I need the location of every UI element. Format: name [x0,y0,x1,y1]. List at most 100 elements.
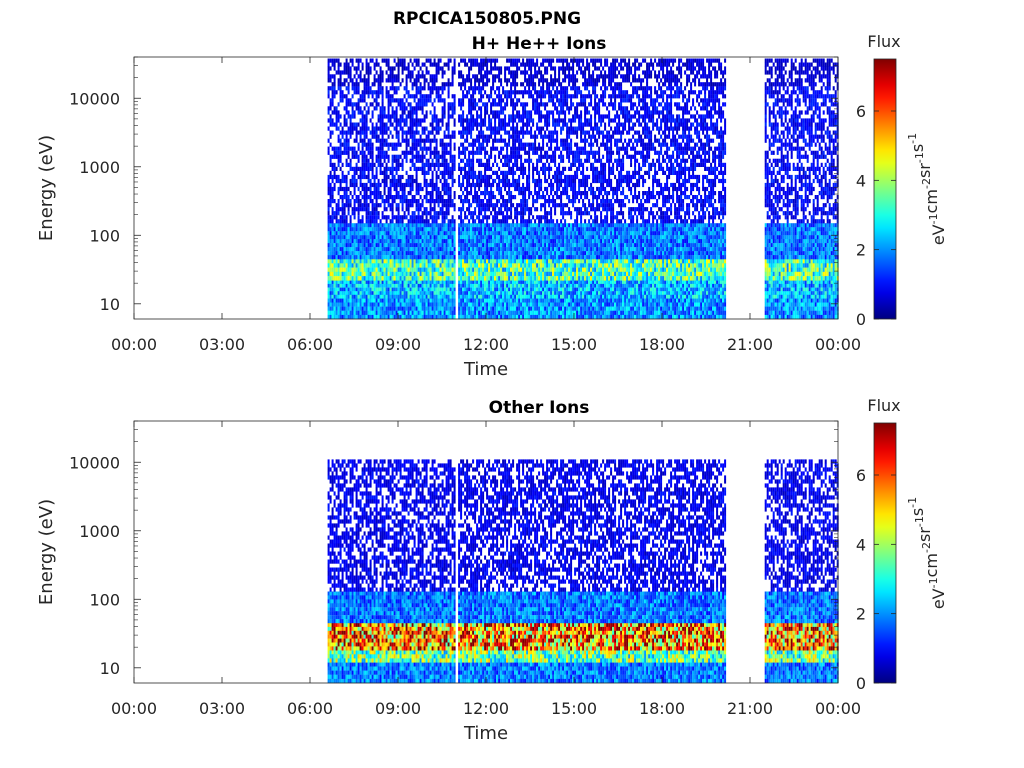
flux-cell [331,162,334,167]
flux-cell [361,267,364,273]
flux-cell [339,178,342,184]
flux-cell [512,70,515,75]
flux-cell [437,243,440,248]
flux-cell [490,203,493,208]
flux-cell [506,271,509,277]
flux-cell [433,146,436,151]
flux-cell [474,271,477,277]
flux-cell [504,247,507,252]
flux-cell [405,98,408,103]
flux-cell [478,280,481,285]
flux-cell [504,215,507,220]
flux-cell [425,271,428,277]
flux-cell [341,211,344,216]
flux-cell [377,78,380,83]
flux-cell [449,191,452,196]
flux-cell [472,102,475,107]
flux-cell [355,227,358,232]
flux-cell [351,223,354,228]
flux-cell [506,283,509,288]
flux-cell [361,287,364,292]
flux-cell [361,122,364,127]
flux-cell [482,251,485,256]
flux-cell [359,247,362,252]
flux-cell [387,223,390,228]
flux-cell [482,280,485,285]
flux-cell [387,146,390,151]
flux-cell [369,70,372,75]
flux-cell [480,231,483,236]
flux-cell [512,235,515,240]
flux-cell [359,78,362,83]
flux-cell [486,199,489,204]
flux-cell [508,287,511,292]
flux-cell [486,58,489,63]
flux-cell [510,166,513,171]
flux-cell [506,267,509,273]
flux-cell [381,70,384,75]
flux-cell [345,62,348,67]
flux-cell [377,134,380,139]
flux-cell [466,306,469,311]
flux-cell [361,255,364,260]
flux-cell [447,211,450,216]
flux-cell [518,283,521,288]
flux-cell [504,170,507,175]
flux-cell [383,276,386,281]
flux-cell [421,70,424,75]
flux-cell [476,178,479,184]
flux-cell [478,223,481,228]
flux-cell [498,86,501,91]
flux-cell [341,243,344,248]
flux-cell [453,298,456,303]
flux-cell [522,170,525,175]
flux-cell [389,130,392,135]
flux-cell [478,86,481,91]
flux-cell [337,82,340,87]
flux-cell [415,138,418,143]
flux-cell [421,306,424,311]
flux-cell [385,306,388,311]
flux-cell [385,294,388,299]
flux-cell [351,259,354,264]
flux-cell [371,170,374,175]
flux-cell [361,302,364,307]
flux-cell [403,287,406,292]
flux-cell [476,199,479,204]
flux-cell [445,227,448,232]
flux-cell [460,294,463,299]
flux-cell [347,302,350,307]
flux-cell [357,86,360,91]
flux-cell [383,138,386,143]
flux-cell [369,162,372,167]
flux-cell [492,142,495,147]
flux-cell [415,306,418,311]
flux-cell [357,174,360,180]
flux-cell [387,158,390,163]
flux-cell [391,291,394,295]
flux-cell [405,215,408,220]
flux-cell [484,294,487,299]
flux-cell [433,227,436,232]
flux-cell [516,114,519,119]
flux-cell [490,94,493,99]
flux-cell [427,98,430,103]
flux-cell [359,280,362,285]
flux-cell [462,126,465,131]
flux-cell [331,98,334,103]
flux-cell [399,106,402,111]
flux-cell [478,174,481,180]
flux-cell [341,298,344,303]
flux-cell [512,259,515,264]
flux-cell [462,263,465,268]
flux-cell [371,310,374,315]
flux-cell [510,207,513,212]
flux-cell [333,267,336,273]
flux-cell [468,235,471,240]
flux-cell [500,70,503,75]
flux-cell [363,78,366,83]
flux-cell [373,310,376,315]
flux-cell [458,251,461,256]
flux-cell [441,186,444,192]
flux-cell [373,162,376,167]
